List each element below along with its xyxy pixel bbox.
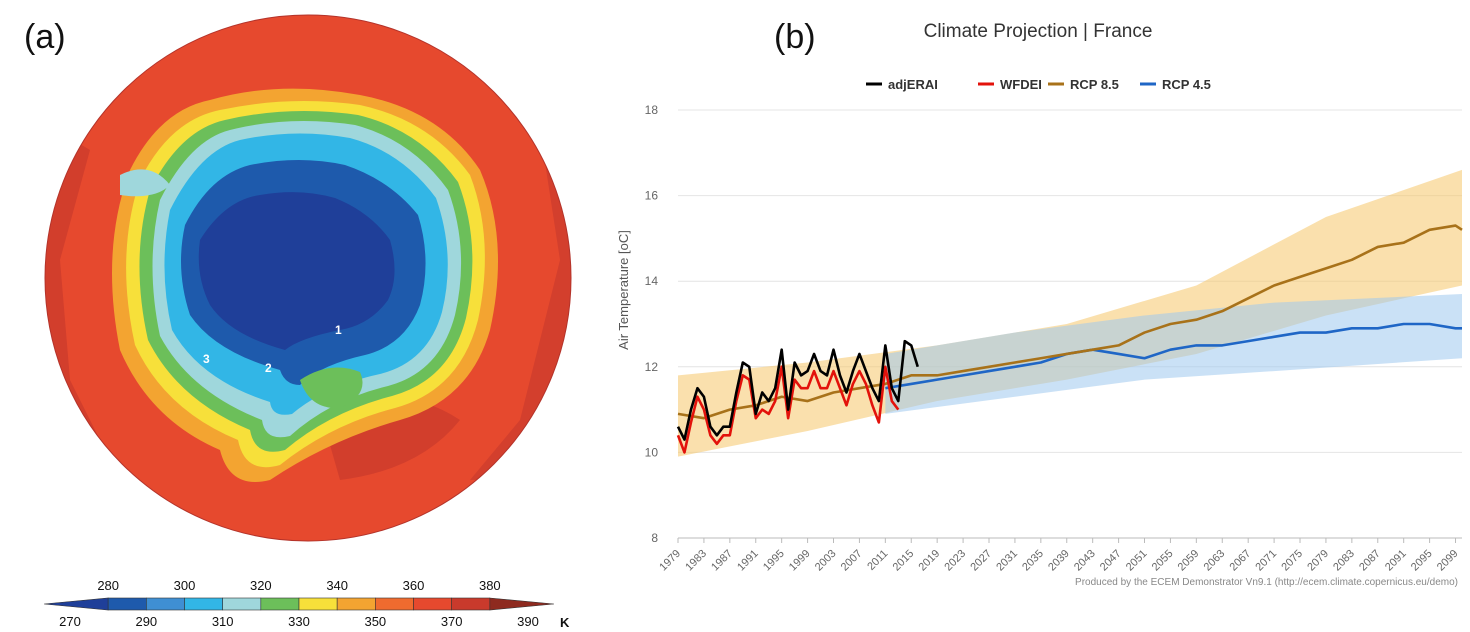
map-europe-green-patch xyxy=(300,367,363,409)
colorbar-segment xyxy=(43,597,109,611)
colorbar-upper-label: 380 xyxy=(479,578,501,593)
y-tick-label: 18 xyxy=(645,103,659,117)
legend-label[interactable]: RCP 8.5 xyxy=(1070,77,1119,92)
series-line-adjerai xyxy=(676,339,919,441)
x-tick-label: 2095 xyxy=(1409,548,1435,574)
x-tick-label: 2051 xyxy=(1124,548,1150,574)
chart-x-ticks: 1979 1983 1987 1991 1995 1999 2003 2007 2011 2015… xyxy=(657,538,1461,574)
x-tick-label: 2035 xyxy=(1020,548,1046,574)
y-tick-label: 8 xyxy=(651,531,658,545)
series-line-rcp-4-5 xyxy=(885,322,1462,390)
x-tick-label: 1999 xyxy=(787,548,813,574)
x-tick-label: 2023 xyxy=(942,548,968,574)
legend-label[interactable]: adjERAI xyxy=(888,77,938,92)
colorbar-segment xyxy=(336,597,376,611)
x-tick-label: 1979 xyxy=(657,548,683,574)
x-tick-label: 2055 xyxy=(1150,548,1176,574)
x-tick-label: 2079 xyxy=(1305,548,1331,574)
panel-label-b: (b) xyxy=(774,18,816,56)
x-tick-label: 2007 xyxy=(839,548,865,574)
series-line-rcp-8-5 xyxy=(677,224,1463,420)
band-rcp-4-5 xyxy=(885,294,1462,414)
colorbar-upper-label: 340 xyxy=(326,578,348,593)
colorbar-segment xyxy=(489,597,555,611)
x-tick-label: 2059 xyxy=(1176,548,1202,574)
x-tick-label: 2043 xyxy=(1072,548,1098,574)
colorbar-upper-label: 300 xyxy=(174,578,196,593)
polar-map-panel: 1 2 3 280 300 320 340 360 380 270 290 310 330 350… xyxy=(0,0,600,630)
x-tick-label: 2099 xyxy=(1435,548,1461,574)
region-label-1: 1 xyxy=(335,323,342,337)
x-tick-label: 2019 xyxy=(916,548,942,574)
chart-series-lines xyxy=(676,224,1463,454)
legend-label[interactable]: RCP 4.5 xyxy=(1162,77,1211,92)
climate-chart-panel: Climate Projection | France adjERAI WFDEI… xyxy=(600,0,1470,627)
colorbar-segment xyxy=(375,597,414,611)
map-fill xyxy=(45,15,571,541)
chart-legend: adjERAI WFDEI RCP 8.5 RCP 4.5 xyxy=(866,77,1211,92)
x-tick-label: 2091 xyxy=(1383,548,1409,574)
y-tick-label: 16 xyxy=(645,189,659,203)
x-tick-label: 1995 xyxy=(761,548,787,574)
region-label-2: 2 xyxy=(265,361,272,375)
colorbar-segment xyxy=(451,597,491,611)
colorbar-lower-label: 310 xyxy=(212,614,234,627)
colorbar-lower-label: 390 xyxy=(517,614,539,627)
region-label-3: 3 xyxy=(203,352,210,366)
colorbar xyxy=(43,597,555,611)
legend-label[interactable]: WFDEI xyxy=(1000,77,1042,92)
colorbar-upper-label: 320 xyxy=(250,578,272,593)
colorbar-segment xyxy=(146,597,185,611)
colorbar-lower-label: 330 xyxy=(288,614,310,627)
x-tick-label: 2047 xyxy=(1098,548,1124,574)
x-tick-label: 1991 xyxy=(735,548,761,574)
chart-y-axis-label: Air Temperature [oC] xyxy=(616,230,631,350)
x-tick-label: 2071 xyxy=(1253,548,1279,574)
colorbar-segment xyxy=(107,597,147,611)
y-tick-label: 10 xyxy=(645,445,659,459)
x-tick-label: 2015 xyxy=(891,548,917,574)
polar-map-svg: 1 2 3 280 300 320 340 360 380 270 290 310 330 350… xyxy=(43,14,572,630)
colorbar-upper-labels: 280 300 320 340 360 380 xyxy=(97,578,500,593)
y-tick-label: 12 xyxy=(645,360,659,374)
series-line-wfdei xyxy=(676,365,900,454)
x-tick-label: 2075 xyxy=(1279,548,1305,574)
climate-chart-svg: Climate Projection | France adjERAI WFDEI… xyxy=(616,21,1463,588)
colorbar-segment xyxy=(260,597,300,611)
colorbar-upper-label: 360 xyxy=(403,578,425,593)
chart-y-ticks: 8 10 12 14 16 18 xyxy=(645,103,659,545)
x-tick-label: 2011 xyxy=(865,548,890,573)
colorbar-segment xyxy=(413,597,452,611)
colorbar-segment xyxy=(184,597,223,611)
panel-label-a: (a) xyxy=(24,18,66,56)
chart-title: Climate Projection | France xyxy=(924,21,1153,42)
colorbar-lower-labels: 270 290 310 330 350 370 390 xyxy=(59,614,539,629)
x-tick-label: 2083 xyxy=(1331,548,1357,574)
chart-bands xyxy=(678,169,1462,457)
colorbar-unit: K xyxy=(560,615,570,627)
x-tick-label: 2027 xyxy=(968,548,994,574)
x-tick-label: 2031 xyxy=(994,548,1020,574)
colorbar-segment xyxy=(298,597,338,611)
x-tick-label: 2039 xyxy=(1046,548,1072,574)
x-tick-label: 2003 xyxy=(813,548,839,574)
colorbar-segment xyxy=(222,597,262,611)
colorbar-lower-label: 270 xyxy=(59,614,81,627)
x-tick-label: 2067 xyxy=(1228,548,1254,574)
colorbar-upper-label: 280 xyxy=(97,578,119,593)
colorbar-lower-label: 370 xyxy=(441,614,463,627)
colorbar-lower-label: 350 xyxy=(364,614,386,627)
colorbar-lower-label: 290 xyxy=(135,614,157,627)
map-arm-patch xyxy=(120,169,170,197)
map-border xyxy=(44,14,572,542)
y-tick-label: 14 xyxy=(645,274,659,288)
x-tick-label: 1983 xyxy=(683,548,709,574)
x-tick-label: 2063 xyxy=(1202,548,1228,574)
x-tick-label: 1987 xyxy=(709,548,735,574)
x-tick-label: 2087 xyxy=(1357,548,1383,574)
chart-credit: Produced by the ECEM Demonstrator Vn9.1 … xyxy=(1075,577,1458,588)
map-dark-blue-zone xyxy=(198,192,395,350)
